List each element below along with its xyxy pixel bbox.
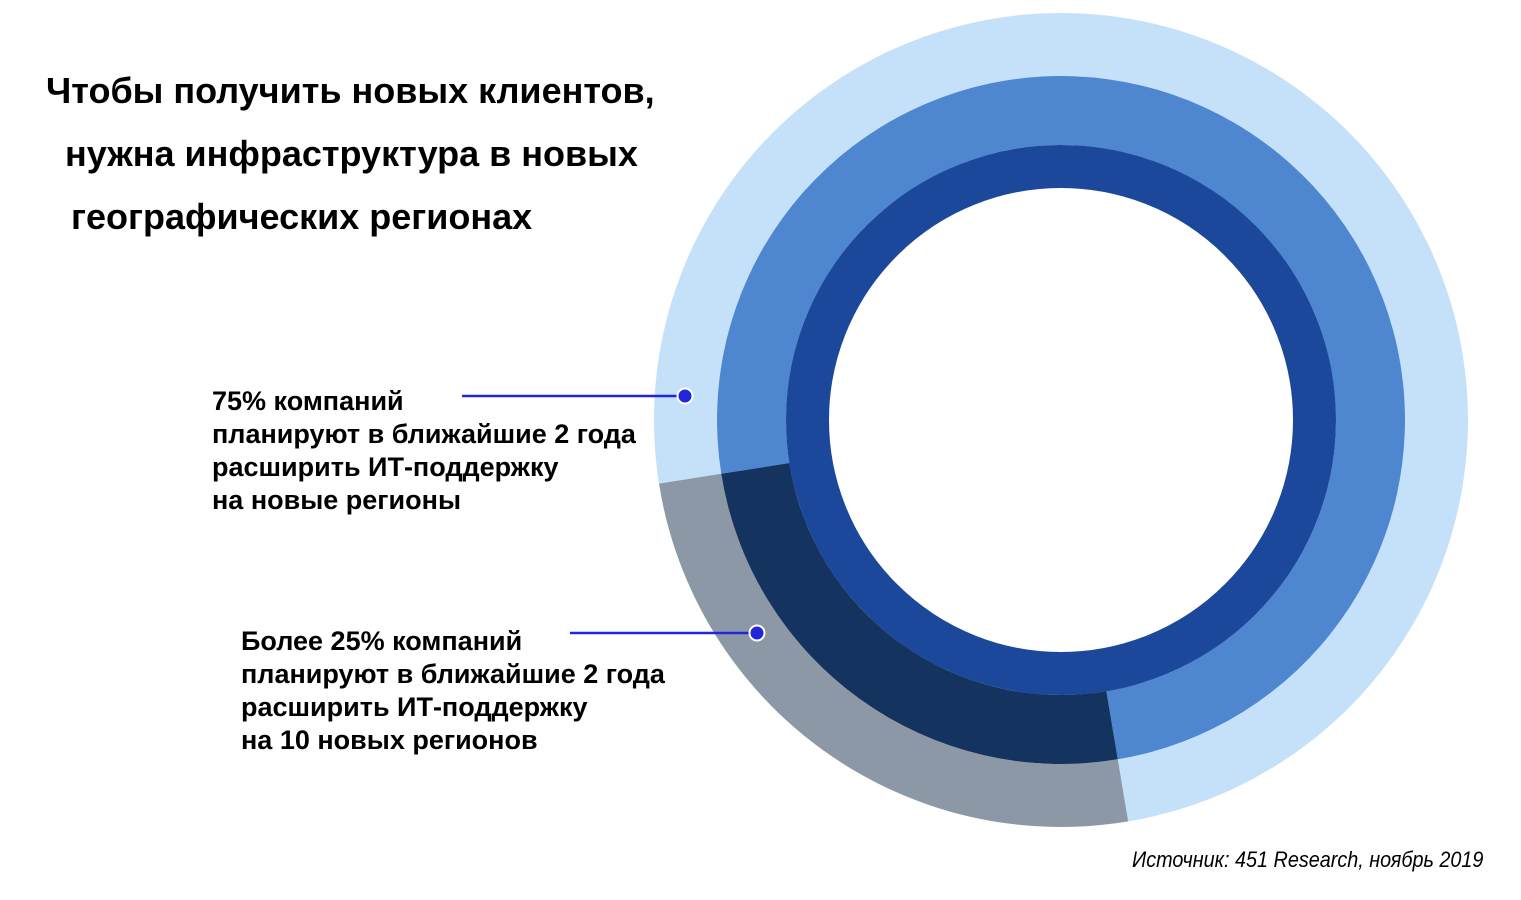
callout-75-line-1: 75% компаний [212, 386, 404, 416]
callout-75-line-3: расширить ИТ-поддержку [212, 452, 559, 482]
outer-ring-segment-25pct [659, 473, 1129, 828]
page-title-line-3: географических регионах [71, 196, 533, 237]
callout-75-line-2: планируют в ближайшие 2 года [212, 419, 636, 449]
callout-25-line-2: планируют в ближайшие 2 года [241, 659, 665, 689]
callout-25-line-3: расширить ИТ-поддержку [241, 692, 588, 722]
page-title-line-1: Чтобы получить новых клиентов, [46, 70, 655, 111]
callout-25-percent: Более 25% компаний планируют в ближайшие… [241, 625, 665, 757]
callout-25-line-4: на 10 новых регионов [241, 725, 538, 755]
source-note: Источник: 451 Research, ноябрь 2019 [1131, 847, 1483, 872]
middle-ring-segment-25pct [721, 463, 1118, 764]
page-title-line-2: нужна инфраструктура в новых [65, 133, 638, 174]
callout-75-percent: 75% компаний планируют в ближайшие 2 год… [212, 385, 636, 517]
leader-dot-25-percent [748, 624, 766, 642]
inner-ring-segment-100pct [786, 145, 1336, 695]
callout-75-line-4: на новые регионы [212, 485, 462, 515]
leader-dot-75-percent [676, 387, 694, 405]
page-title: Чтобы получить новых клиентов, нужна инф… [46, 59, 655, 248]
callout-25-line-1: Более 25% компаний [241, 626, 523, 656]
